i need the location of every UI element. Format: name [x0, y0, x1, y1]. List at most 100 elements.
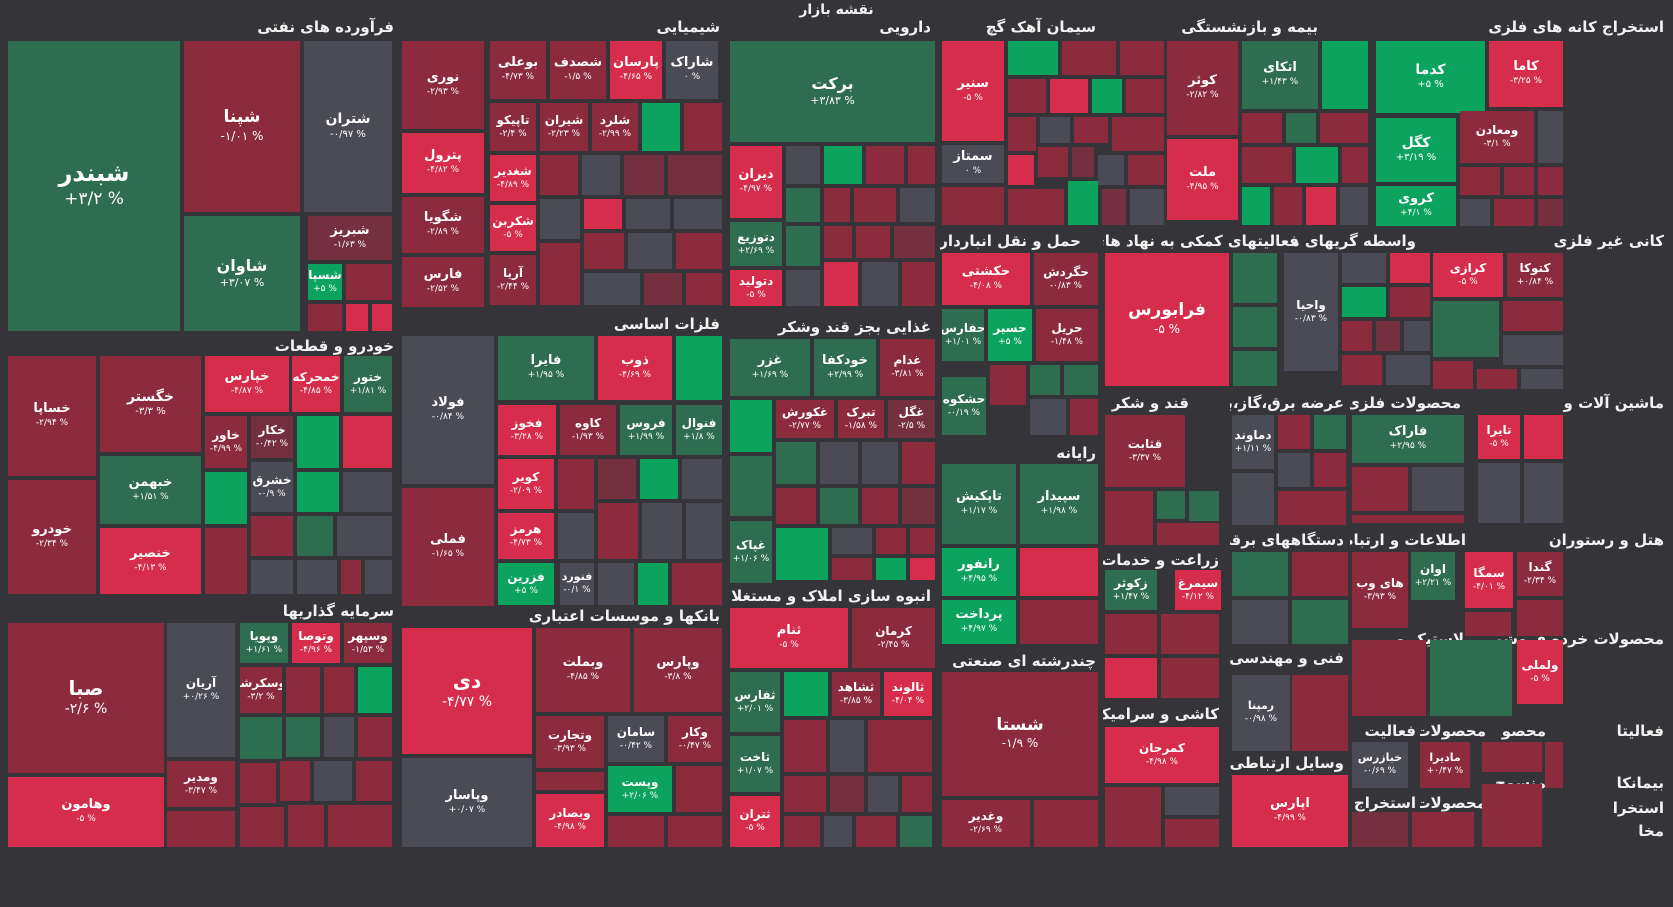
stock-tile[interactable]: وتجارت -۳/۹۳ % — [536, 716, 604, 768]
stock-tile-unlabeled[interactable] — [1477, 369, 1517, 389]
stock-tile-unlabeled[interactable] — [820, 488, 858, 524]
stock-tile-unlabeled[interactable] — [1072, 147, 1094, 177]
stock-tile[interactable]: مادیرا +۰/۴۷ % — [1420, 742, 1470, 788]
stock-tile-unlabeled[interactable] — [324, 717, 354, 757]
stock-tile[interactable]: وهامون -۵ % — [8, 777, 164, 847]
stock-tile-unlabeled[interactable] — [205, 528, 247, 594]
stock-tile-unlabeled[interactable] — [1412, 812, 1474, 847]
stock-tile-unlabeled[interactable] — [1232, 552, 1288, 596]
stock-tile-unlabeled[interactable] — [341, 560, 361, 594]
stock-tile-unlabeled[interactable] — [1342, 253, 1386, 283]
stock-tile[interactable]: سمگا -۴/۰۱ % — [1465, 552, 1513, 608]
stock-tile-unlabeled[interactable] — [1092, 79, 1122, 113]
stock-tile[interactable]: خاور -۴/۹۹ % — [205, 416, 247, 468]
stock-tile-unlabeled[interactable] — [1386, 355, 1430, 385]
stock-tile-unlabeled[interactable] — [1008, 79, 1046, 113]
stock-tile-unlabeled[interactable] — [674, 199, 722, 229]
stock-tile-unlabeled[interactable] — [205, 472, 247, 524]
stock-tile-unlabeled[interactable] — [900, 816, 932, 847]
stock-tile-unlabeled[interactable] — [1034, 800, 1098, 847]
stock-tile-unlabeled[interactable] — [1040, 117, 1070, 143]
stock-tile[interactable]: شلرد -۲/۹۹ % — [592, 103, 638, 151]
stock-tile-unlabeled[interactable] — [824, 146, 862, 184]
stock-tile-unlabeled[interactable] — [1352, 515, 1464, 523]
stock-tile[interactable]: وغدیر -۲/۶۹ % — [942, 800, 1030, 847]
stock-tile[interactable]: گندا -۲/۳۴ % — [1517, 552, 1563, 596]
stock-tile-unlabeled[interactable] — [776, 442, 816, 484]
stock-tile[interactable]: کرمان -۲/۴۵ % — [852, 608, 935, 668]
stock-tile-unlabeled[interactable] — [730, 400, 772, 452]
stock-tile-unlabeled[interactable] — [824, 188, 850, 222]
stock-tile-unlabeled[interactable] — [1020, 600, 1098, 644]
stock-tile-unlabeled[interactable] — [682, 459, 722, 499]
stock-tile[interactable]: شغدیر -۴/۸۹ % — [490, 155, 536, 201]
stock-tile-unlabeled[interactable] — [624, 155, 664, 195]
stock-tile[interactable]: کوثر -۲/۸۲ % — [1167, 41, 1238, 135]
stock-tile-unlabeled[interactable] — [900, 188, 935, 222]
stock-tile[interactable]: غدام -۳/۸۱ % — [880, 339, 935, 396]
stock-tile-unlabeled[interactable] — [1465, 612, 1511, 636]
stock-tile[interactable]: رمپنا -۰/۹۸ % — [1232, 675, 1290, 751]
stock-tile-unlabeled[interactable] — [1482, 742, 1542, 772]
stock-tile-unlabeled[interactable] — [1538, 167, 1563, 195]
stock-tile[interactable]: فولاد -۰/۸۴ % — [402, 336, 494, 484]
stock-tile-unlabeled[interactable] — [786, 226, 820, 266]
stock-tile-unlabeled[interactable] — [1286, 113, 1316, 143]
stock-tile-unlabeled[interactable] — [558, 459, 594, 509]
stock-tile-unlabeled[interactable] — [286, 667, 320, 713]
stock-tile[interactable]: های وب -۳/۹۳ % — [1352, 552, 1408, 628]
stock-tile-unlabeled[interactable] — [308, 304, 342, 331]
stock-tile-unlabeled[interactable] — [286, 717, 320, 757]
stock-tile[interactable]: شسپا +۵ % — [308, 264, 342, 300]
stock-tile-unlabeled[interactable] — [251, 516, 293, 556]
stock-tile-unlabeled[interactable] — [1030, 399, 1066, 435]
stock-tile-unlabeled[interactable] — [676, 336, 722, 400]
stock-tile-unlabeled[interactable] — [676, 233, 722, 269]
stock-tile-unlabeled[interactable] — [1233, 253, 1277, 303]
stock-tile-unlabeled[interactable] — [343, 416, 392, 468]
stock-tile-unlabeled[interactable] — [1292, 600, 1348, 644]
stock-tile-unlabeled[interactable] — [288, 805, 324, 847]
stock-tile-unlabeled[interactable] — [830, 776, 864, 812]
stock-tile[interactable]: ثنام -۵ % — [730, 608, 848, 668]
stock-tile-unlabeled[interactable] — [598, 459, 636, 499]
stock-tile[interactable]: ومعادن -۳/۱ % — [1460, 111, 1534, 163]
stock-tile-unlabeled[interactable] — [776, 488, 816, 524]
stock-tile[interactable]: ختور +۱/۸۱ % — [344, 356, 392, 412]
stock-tile-unlabeled[interactable] — [862, 442, 898, 484]
stock-tile[interactable]: ثفارس +۲/۰۱ % — [730, 672, 780, 732]
stock-tile[interactable]: ذوب -۴/۶۹ % — [598, 336, 672, 400]
stock-tile-unlabeled[interactable] — [297, 560, 337, 594]
stock-tile-unlabeled[interactable] — [1105, 614, 1157, 654]
stock-tile[interactable]: شستا -۱/۹ % — [942, 672, 1098, 796]
stock-tile-unlabeled[interactable] — [540, 199, 580, 239]
stock-tile-unlabeled[interactable] — [337, 516, 392, 556]
stock-tile[interactable]: ومدیر -۳/۴۷ % — [167, 761, 235, 807]
stock-tile-unlabeled[interactable] — [642, 103, 680, 151]
stock-tile-unlabeled[interactable] — [280, 761, 310, 801]
stock-tile[interactable]: خودرو -۲/۳۴ % — [8, 480, 96, 594]
stock-tile-unlabeled[interactable] — [894, 226, 935, 258]
stock-tile-unlabeled[interactable] — [1157, 523, 1219, 545]
stock-tile-unlabeled[interactable] — [1320, 113, 1368, 143]
stock-tile-unlabeled[interactable] — [784, 672, 828, 716]
stock-tile-unlabeled[interactable] — [784, 816, 820, 847]
stock-tile-unlabeled[interactable] — [990, 365, 1026, 405]
stock-tile-unlabeled[interactable] — [1340, 187, 1368, 225]
stock-tile[interactable]: وپارس -۳/۸ % — [634, 628, 722, 712]
stock-tile-unlabeled[interactable] — [1545, 742, 1563, 788]
stock-tile[interactable]: فرابورس -۵ % — [1105, 253, 1229, 386]
stock-tile-unlabeled[interactable] — [584, 233, 624, 269]
stock-tile-unlabeled[interactable] — [1538, 199, 1563, 226]
stock-tile[interactable]: غزر +۱/۶۹ % — [730, 339, 810, 396]
stock-tile[interactable]: خشرق -۰/۹ % — [251, 462, 293, 512]
stock-tile-unlabeled[interactable] — [251, 560, 293, 594]
stock-tile-unlabeled[interactable] — [1105, 658, 1157, 698]
stock-tile-unlabeled[interactable] — [1165, 787, 1219, 815]
stock-tile-unlabeled[interactable] — [343, 472, 392, 512]
stock-tile[interactable]: شتران -۰/۹۷ % — [304, 41, 392, 212]
stock-tile[interactable]: سمتاز ۰ % — [942, 145, 1004, 183]
stock-tile[interactable]: وکار -۰/۴۷ % — [668, 716, 722, 762]
stock-tile[interactable]: فزرین +۵ % — [498, 563, 554, 605]
stock-tile-unlabeled[interactable] — [582, 155, 620, 195]
